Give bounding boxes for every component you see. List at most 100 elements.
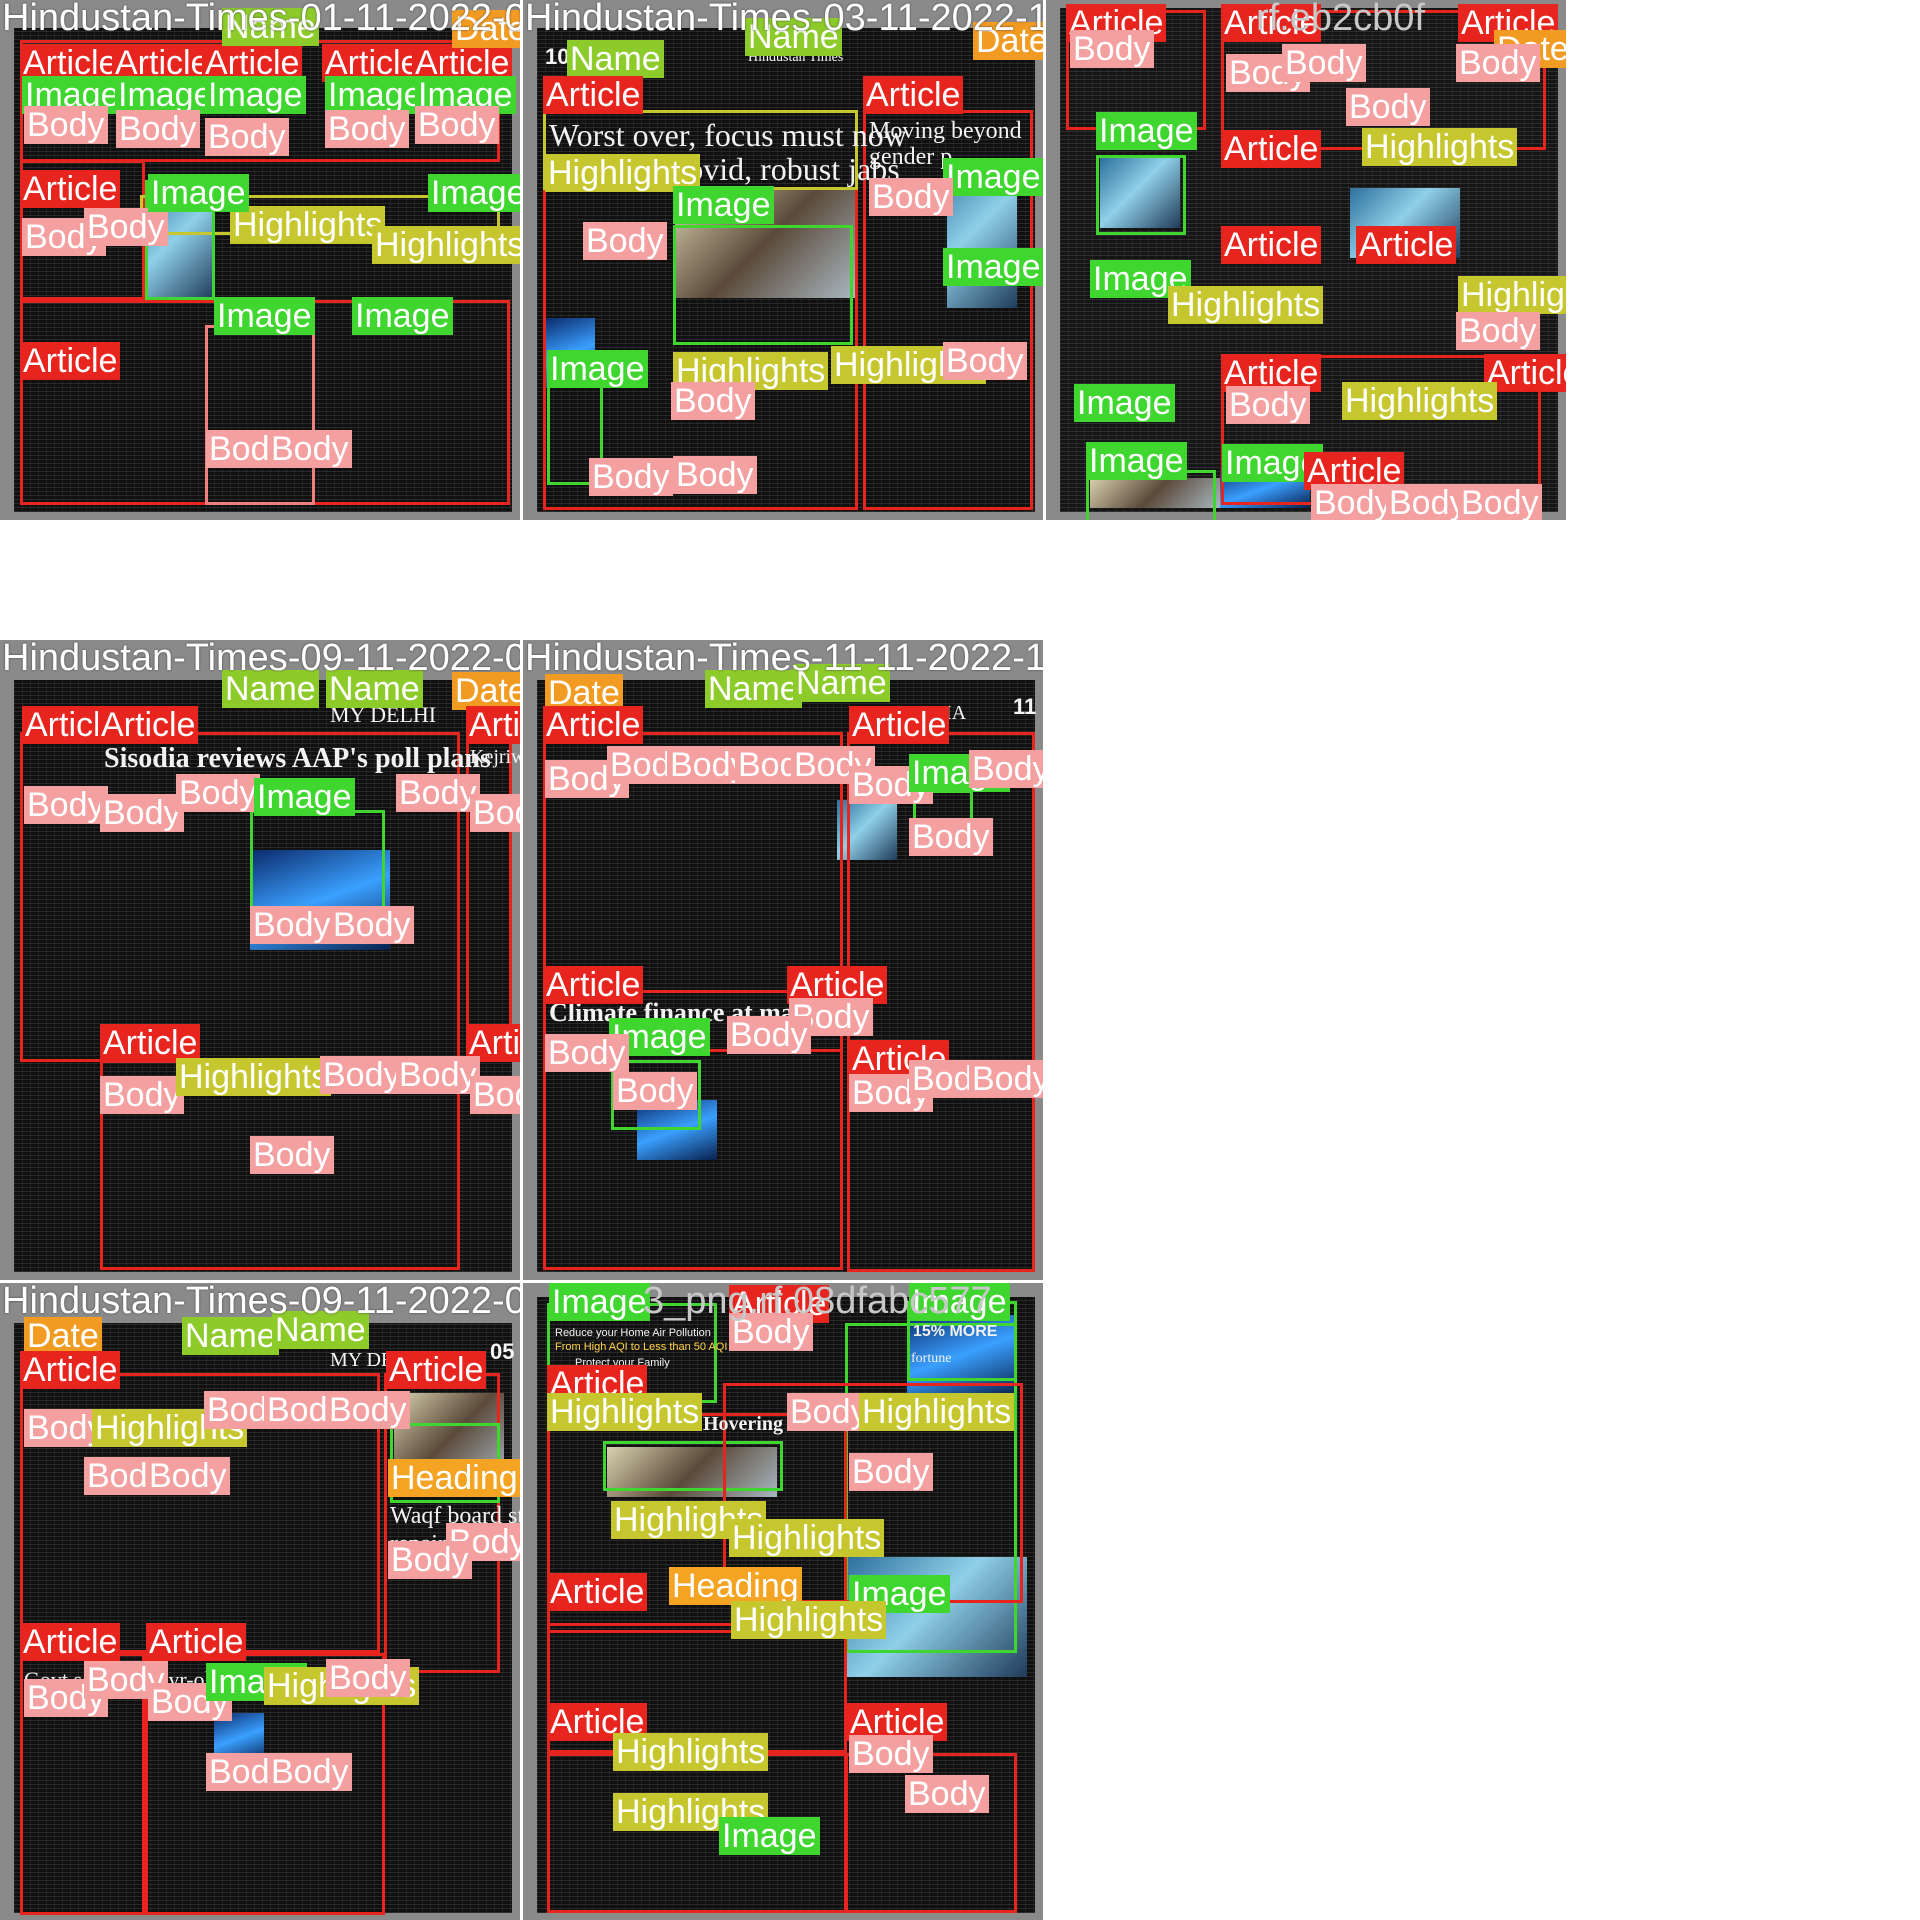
image-label: Image	[1222, 444, 1323, 482]
headline: 15% MORE	[913, 1323, 998, 1340]
panel-title: Hindustan-Times-01-11-2022-02-2-_jpg.rf.	[2, 0, 520, 39]
date-label: Date	[973, 22, 1043, 60]
body-label: Body	[869, 178, 953, 216]
body-label: Body	[943, 342, 1027, 380]
article-label: Article	[547, 1573, 648, 1611]
image-label: Image	[719, 1817, 820, 1855]
article-label: Article	[20, 342, 121, 380]
image-label: Image	[909, 1283, 1010, 1321]
article-label: Article	[543, 76, 644, 114]
article-box[interactable]	[145, 1653, 385, 1915]
image-label: Image	[673, 186, 774, 224]
highlights-label: Highlights	[613, 1733, 769, 1771]
body-label: Body	[905, 1775, 989, 1813]
image-box[interactable]	[611, 1060, 701, 1130]
highlights-label: Highlights	[372, 226, 520, 264]
body-label: Body	[589, 458, 673, 496]
body-label: Body	[969, 750, 1043, 788]
article-label: Article	[20, 1351, 121, 1389]
image-label: Image	[325, 76, 426, 114]
body-label: Body	[727, 1016, 811, 1054]
image-label: Image	[148, 174, 249, 212]
name-label: Name	[745, 18, 842, 56]
panel-2: Hindustan-Times-03-11-2022-10-2-_jpg.rf.…	[523, 0, 1043, 520]
image-label: Image	[1074, 384, 1175, 422]
body-label: Body	[396, 1056, 480, 1094]
highlights-label: Highlights	[230, 206, 386, 244]
article-label: Article	[386, 1351, 487, 1389]
image-box[interactable]	[250, 810, 385, 910]
body-label: Body	[415, 106, 499, 144]
article-label: Article	[412, 44, 513, 82]
image-box[interactable]	[673, 225, 853, 345]
panel-title: rf.eb2cb0f	[1256, 0, 1425, 39]
photo	[1100, 158, 1180, 228]
body-label: Body	[100, 794, 184, 832]
date-label: Date	[452, 10, 520, 48]
image-label: Image	[549, 1283, 650, 1321]
highlights-label: Highlights	[176, 1058, 332, 1096]
body-label: Body	[673, 456, 757, 494]
highlights-label: Highlights	[1168, 286, 1324, 324]
article-label: Article	[20, 1623, 121, 1661]
highlights-label: Highlights	[1342, 382, 1498, 420]
article-label: Article	[1484, 354, 1566, 392]
name-label: Name	[272, 1311, 369, 1349]
body-label: Body	[470, 794, 520, 832]
image-label: Image	[205, 76, 306, 114]
image-label: Image	[352, 297, 453, 335]
headline: fortune	[911, 1351, 952, 1366]
article-label: Article	[112, 44, 213, 82]
article-label: Article	[847, 1703, 948, 1741]
heading-label: Heading	[669, 1567, 802, 1605]
photo	[637, 1100, 717, 1160]
article-label: Article	[849, 706, 950, 744]
panel-6: Hindustan-Times-09-11-2022-05-2-_jpg.rf.…	[0, 1283, 520, 1920]
headline: Kejriwal slams BJP for	[470, 746, 520, 768]
panel-1: Hindustan-Times-01-11-2022-02-2-_jpg.rf.…	[0, 0, 520, 520]
article-label: Article	[1221, 226, 1322, 264]
image-box[interactable]	[603, 1441, 783, 1491]
body-label: Body	[116, 110, 200, 148]
body-box[interactable]	[205, 325, 315, 505]
body-label: Body	[787, 1393, 871, 1431]
body-label: Body	[849, 1735, 933, 1773]
article-label: Article	[20, 170, 121, 208]
image-label: Image	[1096, 112, 1197, 150]
image-box[interactable]	[1096, 155, 1186, 235]
body-label: Body	[583, 222, 667, 260]
body-label: Body	[24, 786, 108, 824]
heading-label: Heading	[388, 1459, 520, 1497]
body-label: Body	[326, 1659, 410, 1697]
body-label: Body	[330, 906, 414, 944]
body-label: Body	[250, 1136, 334, 1174]
article-box[interactable]	[543, 990, 843, 1270]
body-label: Body	[671, 382, 755, 420]
name-label: Name	[182, 1317, 279, 1355]
article-label: Article	[863, 76, 964, 114]
article-label: Article	[146, 1623, 247, 1661]
body-label: Body	[24, 1409, 108, 1447]
panel-4: Hindustan-Times-09-11-2022-04-2-_jpg.rf.…	[0, 640, 520, 1280]
name-label: Name	[222, 670, 319, 708]
image-label: Image	[214, 297, 315, 335]
article-label: Article	[543, 706, 644, 744]
photo	[1090, 478, 1220, 508]
body-label: Body	[1456, 44, 1540, 82]
body-label: Body	[613, 1072, 697, 1110]
panel-title: Hindustan-Times-03-11-2022-10-2-_jpg.rf.	[525, 0, 1043, 39]
headline: Worst over, focus must now	[549, 117, 907, 153]
body-label: Body	[326, 1391, 410, 1429]
article-label: Article	[466, 1024, 520, 1062]
page-number: 11	[1013, 694, 1037, 719]
photo	[907, 1315, 1017, 1395]
article-label: Article	[1221, 130, 1322, 168]
headline: Hovering	[703, 1413, 783, 1435]
body-label: Body	[100, 1076, 184, 1114]
image-label: Image	[547, 350, 648, 388]
body-label: Body	[24, 106, 108, 144]
article-label: Article	[466, 706, 520, 744]
article-label: Article	[322, 44, 423, 82]
panel-5: Hindustan-Times-11-11-2022-19-2-_jpg.rf.…	[523, 640, 1043, 1280]
body-label: Body	[176, 774, 260, 812]
